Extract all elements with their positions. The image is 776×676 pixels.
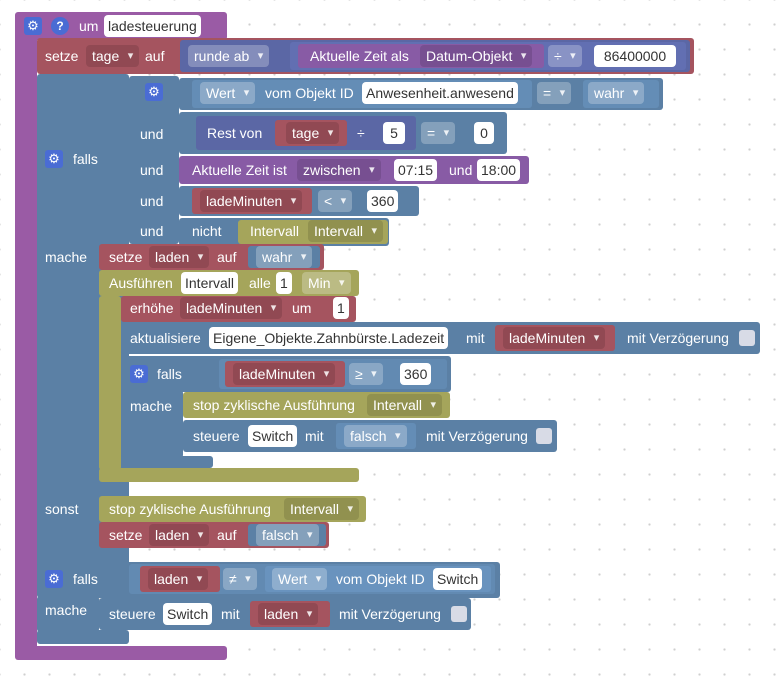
time-from-field[interactable]: 07:15 <box>394 159 438 181</box>
compare-op-dropdown[interactable]: = <box>421 122 456 144</box>
with-label: mit <box>466 330 485 346</box>
time-mode-dropdown[interactable]: zwischen <box>297 159 381 181</box>
every-label: alle <box>249 275 271 291</box>
object-id-field[interactable]: Switch <box>248 425 298 447</box>
and-label: und <box>449 162 473 178</box>
stop-label: stop zyklische Ausführung <box>193 397 355 413</box>
time-format-dropdown[interactable]: Datum-Objekt <box>420 45 533 67</box>
do-label: mache <box>45 249 88 265</box>
auf-label: auf <box>217 249 237 265</box>
gear-icon[interactable]: ⚙ <box>45 570 63 588</box>
and-label-3: und <box>140 193 164 209</box>
divide-label: ÷ <box>357 125 365 141</box>
delay-checkbox[interactable] <box>451 606 467 622</box>
variable-dropdown-ladeMinuten[interactable]: ladeMinuten <box>503 327 606 349</box>
help-icon[interactable]: ? <box>51 17 69 35</box>
value-field-360[interactable]: 360 <box>400 363 432 385</box>
bool-dropdown[interactable]: wahr <box>256 246 313 268</box>
variable-dropdown-tage[interactable]: tage <box>286 122 340 144</box>
value-type-dropdown[interactable]: Wert <box>272 568 328 590</box>
compare-op-dropdown[interactable]: < <box>318 190 353 212</box>
bool-dropdown[interactable]: wahr <box>588 82 645 104</box>
interval-dropdown[interactable]: Intervall <box>367 394 443 416</box>
with-label: mit <box>221 606 240 622</box>
with-label: mit <box>305 428 324 444</box>
variable-dropdown-laden[interactable]: laden <box>148 568 209 590</box>
compare-op-dropdown[interactable]: ≥ <box>349 363 383 385</box>
auf-label: auf <box>145 48 165 64</box>
gear-icon[interactable]: ⚙ <box>145 83 163 101</box>
control-label: steuere <box>109 606 156 622</box>
variable-dropdown-ladeMinuten[interactable]: ladeMinuten <box>200 190 303 212</box>
remainder-label: Rest von <box>207 125 263 141</box>
value-field-360[interactable]: 360 <box>367 190 399 212</box>
stop-label: stop zyklische Ausführung <box>109 501 271 517</box>
time-compare-label: Aktuelle Zeit ist <box>192 162 287 178</box>
and-label-1: und <box>140 126 164 142</box>
variable-dropdown-ladeMinuten[interactable]: ladeMinuten <box>233 363 336 385</box>
gear-icon[interactable]: ⚙ <box>130 365 148 383</box>
round-dropdown[interactable]: runde ab <box>188 45 270 67</box>
variable-dropdown-laden[interactable]: laden <box>149 246 210 268</box>
bool-dropdown[interactable]: falsch <box>256 524 319 546</box>
interval-count-field[interactable]: 1 <box>276 272 292 294</box>
compare-op-dropdown[interactable]: ≠ <box>223 568 257 590</box>
auf-label: auf <box>217 527 237 543</box>
value-type-dropdown[interactable]: Wert <box>200 82 256 104</box>
if-label: falls <box>73 151 98 167</box>
current-time-label: Aktuelle Zeit als <box>310 48 409 64</box>
value-field-0[interactable]: 0 <box>474 122 494 144</box>
variable-dropdown-ladeMinuten[interactable]: ladeMinuten <box>180 297 283 319</box>
interval-label: Intervall <box>250 223 300 239</box>
execute-label: Ausführen <box>109 275 173 291</box>
compare-op-dropdown[interactable]: = <box>537 82 572 104</box>
gear-icon[interactable]: ⚙ <box>24 17 42 35</box>
delay-checkbox[interactable] <box>536 428 552 444</box>
object-id-field[interactable]: Switch <box>163 603 213 625</box>
delay-checkbox[interactable] <box>739 330 755 346</box>
set-label: setze <box>109 527 143 543</box>
set-label: setze <box>45 48 79 64</box>
if-label: falls <box>157 366 182 382</box>
interval-name-field[interactable]: Intervall <box>181 272 239 294</box>
event-name-field[interactable]: ladesteuerung <box>104 15 201 37</box>
control-label: steuere <box>193 428 240 444</box>
divisor-field-5[interactable]: 5 <box>383 122 405 144</box>
gear-icon[interactable]: ⚙ <box>45 150 63 168</box>
object-id-label: vom Objekt ID <box>265 85 354 101</box>
by-label: um <box>292 300 312 316</box>
increment-value-field[interactable]: 1 <box>333 297 349 319</box>
interval-unit-dropdown[interactable]: Min <box>302 272 351 294</box>
divide-dropdown[interactable]: ÷ <box>548 45 582 67</box>
and-label-4: und <box>140 223 164 239</box>
interval-dropdown[interactable]: Intervall <box>284 498 360 520</box>
else-label: sonst <box>45 501 79 517</box>
update-label: aktualisiere <box>130 330 201 346</box>
and-block[interactable] <box>129 76 179 244</box>
variable-dropdown-laden[interactable]: laden <box>258 603 319 625</box>
object-id-field[interactable]: Anwesenheit.anwesend <box>362 82 518 104</box>
if-label: falls <box>73 571 98 587</box>
object-id-field[interactable]: Switch <box>433 568 483 590</box>
variable-dropdown-tage[interactable]: tage <box>86 45 140 67</box>
do-label: mache <box>130 398 173 414</box>
time-to-field[interactable]: 18:00 <box>477 159 521 181</box>
set-label: setze <box>109 249 143 265</box>
do-label: mache <box>45 602 88 618</box>
and-label-2: und <box>140 162 164 178</box>
delay-label: mit Verzögerung <box>339 606 441 622</box>
event-prefix: um <box>79 18 99 34</box>
delay-label: mit Verzögerung <box>426 428 528 444</box>
variable-dropdown-laden[interactable]: laden <box>149 524 210 546</box>
interval-dropdown[interactable]: Intervall <box>308 220 384 242</box>
divisor-field[interactable]: 86400000 <box>594 45 676 67</box>
increment-label: erhöhe <box>130 300 174 316</box>
delay-label: mit Verzögerung <box>627 330 729 346</box>
object-id-field[interactable]: Eigene_Objekte.Zahnbürste.Ladezeit <box>209 327 449 349</box>
bool-dropdown[interactable]: falsch <box>344 425 407 447</box>
object-id-label: vom Objekt ID <box>336 571 425 587</box>
not-label: nicht <box>192 223 222 239</box>
